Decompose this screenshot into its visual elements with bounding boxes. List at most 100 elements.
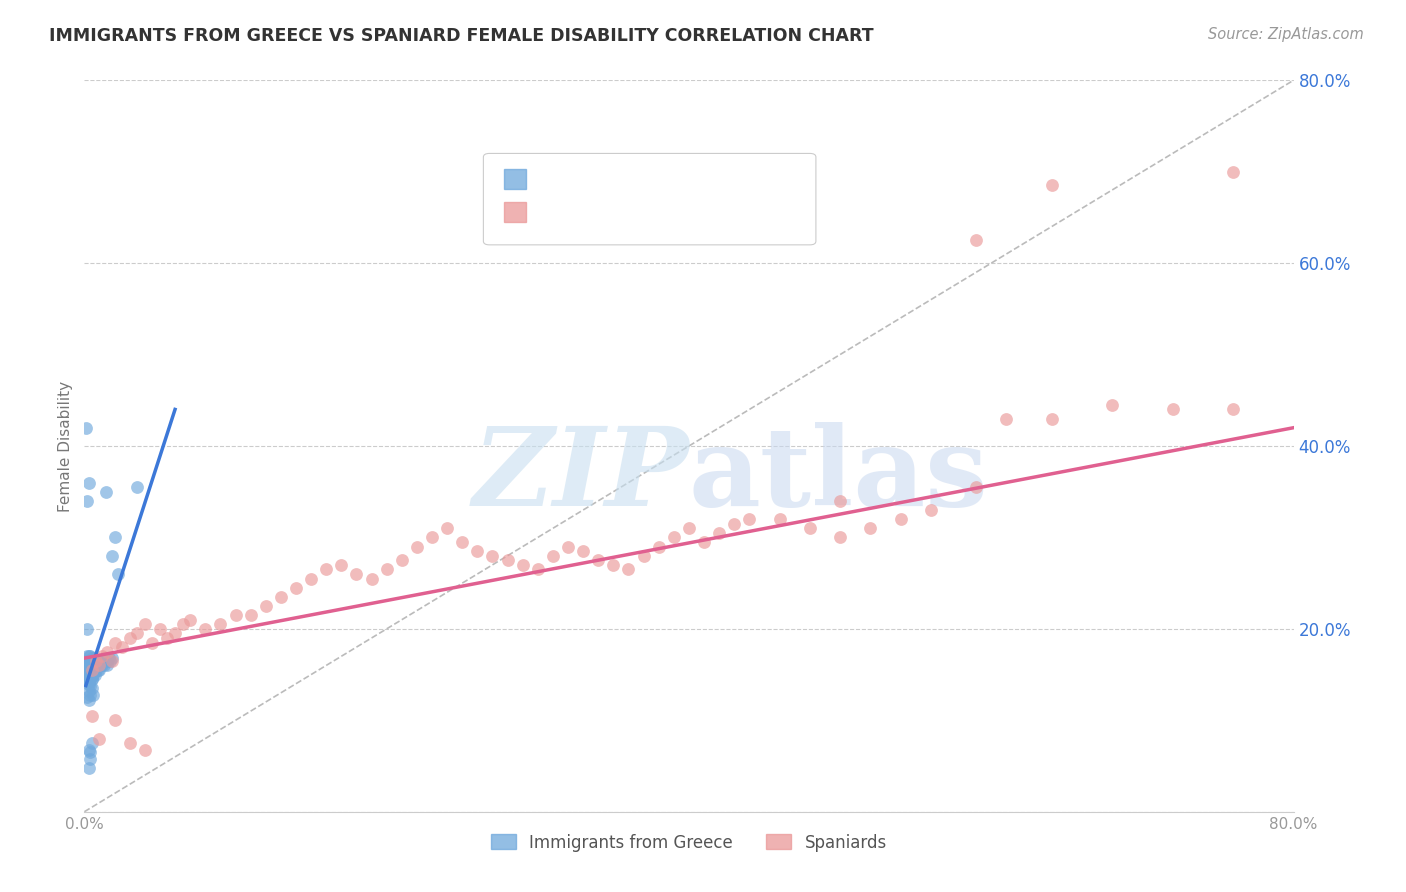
Point <box>87 663 110 677</box>
Point <box>75 654 97 668</box>
Point <box>127 626 149 640</box>
Point <box>127 480 149 494</box>
Point <box>617 562 640 576</box>
Point <box>79 654 101 668</box>
Point <box>920 503 942 517</box>
Point <box>91 658 114 673</box>
Text: 0.648: 0.648 <box>596 170 651 188</box>
Bar <box>503 202 526 222</box>
Point <box>76 622 98 636</box>
Point <box>481 549 503 563</box>
Point <box>77 667 100 681</box>
Point <box>541 549 564 563</box>
Point <box>1040 411 1063 425</box>
Point <box>79 679 101 693</box>
Point <box>406 540 429 554</box>
Point <box>76 672 98 686</box>
Point <box>527 562 550 576</box>
Point <box>75 663 97 677</box>
Point <box>330 558 353 572</box>
Point <box>96 654 118 668</box>
Point <box>141 635 163 649</box>
Point <box>965 480 987 494</box>
Point <box>693 535 716 549</box>
Point <box>769 512 792 526</box>
Point <box>77 674 100 689</box>
Point <box>738 512 761 526</box>
Point <box>104 714 127 728</box>
Point <box>496 553 519 567</box>
Point <box>79 745 101 759</box>
Point <box>76 654 98 668</box>
Point <box>512 558 534 572</box>
Point <box>209 617 232 632</box>
Point <box>80 654 103 668</box>
Y-axis label: Female Disability: Female Disability <box>58 380 73 512</box>
Point <box>90 658 112 673</box>
Point <box>285 581 308 595</box>
Point <box>80 663 103 677</box>
Point <box>77 649 100 664</box>
Point <box>79 660 101 674</box>
Point <box>80 651 103 665</box>
Point <box>77 663 100 677</box>
Legend: Immigrants from Greece, Spaniards: Immigrants from Greece, Spaniards <box>484 827 894 858</box>
Point <box>107 567 129 582</box>
Point <box>79 663 101 677</box>
Point <box>91 654 114 668</box>
Point <box>225 608 247 623</box>
Point <box>84 667 107 681</box>
Text: N =: N = <box>676 170 716 188</box>
Text: 0.541: 0.541 <box>596 203 651 221</box>
Point <box>194 622 217 636</box>
Text: 84: 84 <box>734 170 758 188</box>
Point <box>100 549 122 563</box>
Point <box>79 752 101 766</box>
Point <box>346 567 368 582</box>
Point <box>82 651 104 665</box>
Point <box>76 658 98 673</box>
Point <box>84 658 107 673</box>
Point <box>94 484 117 499</box>
Point <box>75 658 97 673</box>
Point <box>91 649 114 664</box>
Point <box>830 494 852 508</box>
Text: R =: R = <box>538 170 575 188</box>
Point <box>80 736 103 750</box>
Point <box>118 736 141 750</box>
Point <box>86 663 108 677</box>
Point <box>86 654 108 668</box>
Point <box>97 651 120 665</box>
Point <box>77 658 100 673</box>
Point <box>86 654 108 668</box>
Point <box>75 421 97 435</box>
Point <box>965 233 987 247</box>
Point <box>299 572 322 586</box>
Point <box>77 672 100 686</box>
Point <box>79 672 101 686</box>
Point <box>94 654 117 668</box>
Point <box>79 649 101 664</box>
Point <box>89 658 111 673</box>
Point <box>172 617 194 632</box>
Point <box>90 654 112 668</box>
Point <box>77 742 100 756</box>
Point <box>93 658 115 673</box>
Point <box>84 654 107 668</box>
Point <box>557 540 579 554</box>
Point <box>80 672 103 686</box>
Point <box>830 530 852 544</box>
Bar <box>503 169 526 189</box>
Point <box>662 530 685 544</box>
Point <box>270 590 292 604</box>
Point <box>80 658 103 673</box>
Point <box>77 684 100 698</box>
Point <box>165 626 187 640</box>
Point <box>96 645 118 659</box>
Point <box>76 649 98 664</box>
Point <box>82 663 104 677</box>
Point <box>80 681 103 696</box>
Point <box>93 654 115 668</box>
Point <box>254 599 277 613</box>
Point <box>134 617 156 632</box>
